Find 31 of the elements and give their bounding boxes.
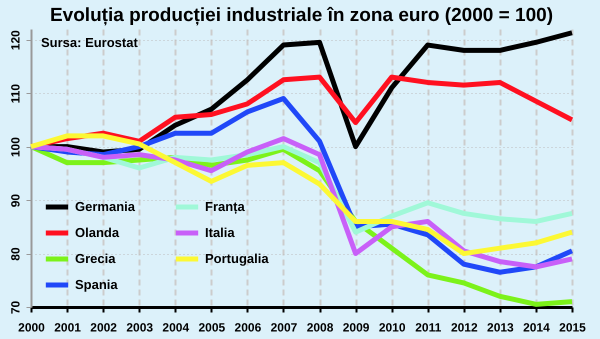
x-tick-label: 2011: [415, 320, 442, 334]
x-tick-label: 2012: [450, 320, 478, 334]
x-tick-label: 2001: [54, 320, 82, 334]
x-tick-label: 2015: [559, 320, 586, 334]
y-tick-label: 70: [8, 300, 22, 314]
legend-label: Grecia: [75, 251, 116, 266]
x-tick-label: 2004: [162, 320, 190, 334]
x-tick-label: 2010: [378, 320, 406, 334]
chart-title: Evoluția producției industriale în zona euro (2000 = 100): [50, 5, 554, 26]
x-tick-label: 2003: [126, 320, 154, 334]
legend-label: Portugalia: [205, 251, 270, 266]
legend-label: Germania: [75, 199, 136, 214]
x-tick-label: 2000: [18, 320, 46, 334]
x-tick-label: 2014: [523, 320, 550, 334]
y-tick-label: 100: [8, 136, 22, 158]
x-tick-label: 2013: [487, 320, 514, 334]
y-tick-label: 120: [8, 30, 22, 50]
legend-label: Olanda: [75, 225, 120, 240]
legend-label: Spania: [75, 277, 118, 292]
y-tick-label: 90: [8, 194, 22, 208]
x-tick-label: 2002: [90, 320, 118, 334]
x-tick-label: 2008: [306, 320, 334, 334]
x-tick-label: 2009: [342, 320, 370, 334]
annotation: Sursa: Eurostat: [41, 35, 138, 50]
x-tick-label: 2006: [234, 320, 262, 334]
legend-label: Franța: [205, 199, 246, 215]
x-tick-label: 2005: [198, 320, 226, 334]
x-tick-label: 2007: [270, 320, 298, 334]
legend-label: Italia: [205, 225, 236, 240]
y-tick-label: 80: [8, 247, 22, 261]
y-tick-label: 110: [8, 84, 22, 104]
